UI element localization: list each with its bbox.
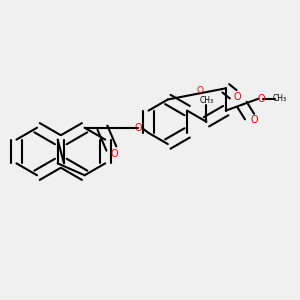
Text: O: O: [250, 115, 258, 124]
Text: O: O: [134, 123, 142, 133]
Text: CH₃: CH₃: [200, 97, 214, 106]
Text: O: O: [257, 94, 265, 104]
Text: O: O: [234, 92, 242, 102]
Text: O: O: [110, 149, 118, 160]
Text: CH₃: CH₃: [272, 94, 286, 103]
Text: O: O: [196, 86, 203, 95]
